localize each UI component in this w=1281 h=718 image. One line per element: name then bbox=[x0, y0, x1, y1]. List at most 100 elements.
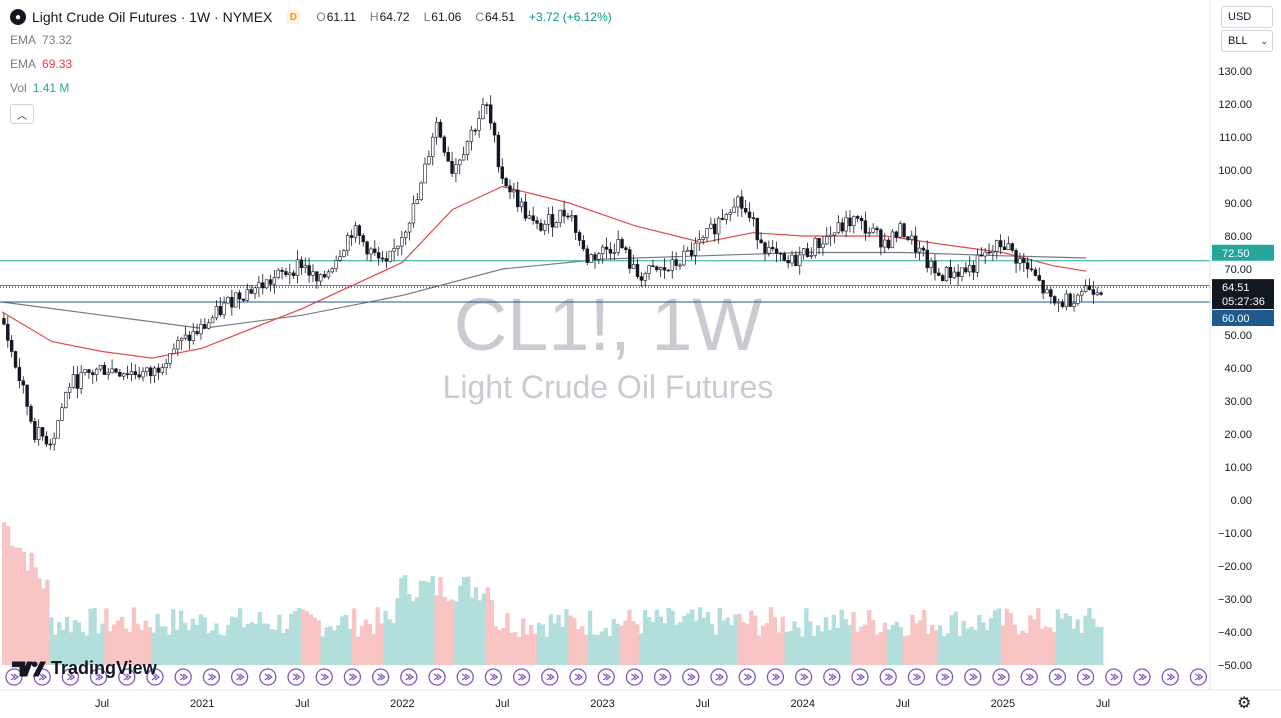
candle-body bbox=[550, 214, 555, 228]
volume-bar bbox=[847, 625, 852, 665]
volume-bar bbox=[53, 634, 58, 665]
candle-body bbox=[91, 372, 95, 376]
volume-bar bbox=[481, 593, 487, 665]
volume-bar bbox=[1095, 626, 1100, 665]
candles[interactable] bbox=[2, 95, 1103, 451]
candle-body bbox=[164, 363, 168, 368]
candle-body bbox=[867, 232, 871, 234]
candle-body bbox=[94, 368, 99, 376]
candle-body bbox=[226, 296, 230, 304]
volume-bar bbox=[855, 631, 860, 665]
candle-body bbox=[44, 435, 49, 445]
indicator-volume[interactable]: Vol 1.41 M bbox=[10, 81, 70, 95]
candle-body bbox=[407, 222, 412, 233]
event-marker-arrow bbox=[377, 673, 386, 681]
gear-icon[interactable]: ⚙ bbox=[1237, 695, 1252, 712]
candle-body bbox=[338, 256, 342, 261]
candle-body bbox=[570, 215, 574, 218]
volume-bar bbox=[147, 627, 152, 665]
volume-bar bbox=[674, 624, 679, 665]
candle-body bbox=[152, 367, 157, 377]
volume-bar bbox=[395, 598, 400, 665]
candle-body bbox=[106, 372, 110, 375]
price-axis[interactable]: 130.00 120.00 110.00 100.00 90.00 80.00 70.00 6… bbox=[1209, 0, 1252, 690]
volume-bar bbox=[289, 614, 294, 665]
tradingview-logo[interactable]: TradingView bbox=[12, 658, 157, 679]
symbol-title[interactable]: Light Crude Oil Futures · 1W · NYMEX bbox=[32, 9, 273, 25]
y-tick-label: 50.00 bbox=[1224, 330, 1252, 342]
event-marker-arrow bbox=[884, 673, 894, 681]
event-marker-arrow bbox=[856, 673, 865, 681]
volume-bar bbox=[882, 622, 888, 665]
candle-body bbox=[917, 247, 922, 253]
candle-body bbox=[991, 250, 995, 254]
x-tick-label: Jul bbox=[1096, 698, 1110, 710]
candle-body bbox=[299, 259, 304, 269]
volume-bar bbox=[717, 607, 722, 665]
unit-select[interactable]: BLL ⌄ bbox=[1221, 30, 1273, 52]
volume-bar bbox=[446, 600, 451, 665]
candle-body bbox=[187, 334, 192, 341]
candle-body bbox=[276, 269, 280, 278]
candle-body bbox=[17, 366, 22, 381]
candle-body bbox=[137, 374, 141, 378]
volume-bar bbox=[493, 626, 498, 665]
volume-bar bbox=[135, 623, 141, 665]
volume-bar bbox=[741, 621, 746, 665]
volume-bar bbox=[839, 609, 844, 665]
y-tick-label: 40.00 bbox=[1224, 363, 1252, 375]
volume-bar bbox=[45, 579, 50, 665]
volume-bar bbox=[253, 623, 258, 665]
candle-body bbox=[686, 249, 690, 252]
price-label-bg bbox=[1212, 244, 1274, 261]
event-marker-icon bbox=[428, 668, 446, 686]
volume-bar bbox=[112, 624, 117, 665]
candle-body bbox=[396, 245, 400, 249]
candle-body bbox=[288, 272, 292, 276]
time-axis[interactable]: Jul 2021 Jul 2022 Jul 2023 Jul 2024 Jul 2025 Jul bbox=[0, 689, 1281, 710]
indicator-ema-short[interactable]: EMA 69.33 bbox=[10, 57, 73, 71]
candle-body bbox=[492, 122, 497, 136]
volume-bar bbox=[497, 630, 502, 665]
candle-body bbox=[597, 253, 601, 260]
volume-bar bbox=[328, 626, 333, 665]
volume-bar bbox=[654, 609, 660, 665]
chevron-up-icon[interactable]: ︿ bbox=[10, 104, 34, 124]
candle-body bbox=[71, 374, 76, 388]
volume-bar bbox=[922, 609, 927, 665]
candle-body bbox=[1083, 285, 1088, 292]
candle-body bbox=[477, 118, 481, 131]
volume-bar bbox=[804, 608, 809, 665]
volume-bar bbox=[784, 631, 789, 665]
currency-select[interactable]: USD bbox=[1221, 6, 1273, 28]
event-markers[interactable] bbox=[5, 668, 1208, 686]
candle-body bbox=[110, 368, 114, 374]
volume-bar bbox=[906, 635, 911, 665]
volume-bar bbox=[175, 629, 180, 665]
volume-bar bbox=[552, 623, 557, 665]
candle-body bbox=[446, 152, 450, 162]
volume-bar bbox=[1016, 634, 1021, 665]
candle-body bbox=[9, 340, 14, 352]
candle-body bbox=[64, 392, 68, 409]
candle-body bbox=[933, 260, 937, 274]
y-tick-label: 20.00 bbox=[1224, 429, 1252, 441]
candle-body bbox=[709, 223, 713, 229]
volume-bar bbox=[426, 582, 432, 665]
indicator-ema-long[interactable]: EMA 73.32 bbox=[10, 33, 73, 47]
volume-bar bbox=[792, 621, 797, 665]
delayed-badge[interactable]: D bbox=[286, 10, 301, 24]
event-marker-arrow bbox=[461, 673, 471, 681]
candle-body bbox=[504, 178, 508, 187]
volume-bar bbox=[812, 635, 817, 665]
volume-bar bbox=[933, 630, 939, 665]
volume-bar bbox=[819, 631, 825, 665]
symbol-watermark: CL1!, 1W Light Crude Oil Futures bbox=[443, 283, 774, 405]
candle-body bbox=[519, 201, 524, 208]
horizontal-levels[interactable] bbox=[0, 260, 1210, 303]
candle-body bbox=[307, 265, 311, 276]
volume-bar bbox=[375, 607, 380, 665]
volume-bar bbox=[1024, 632, 1029, 665]
volume-bar bbox=[139, 630, 144, 665]
